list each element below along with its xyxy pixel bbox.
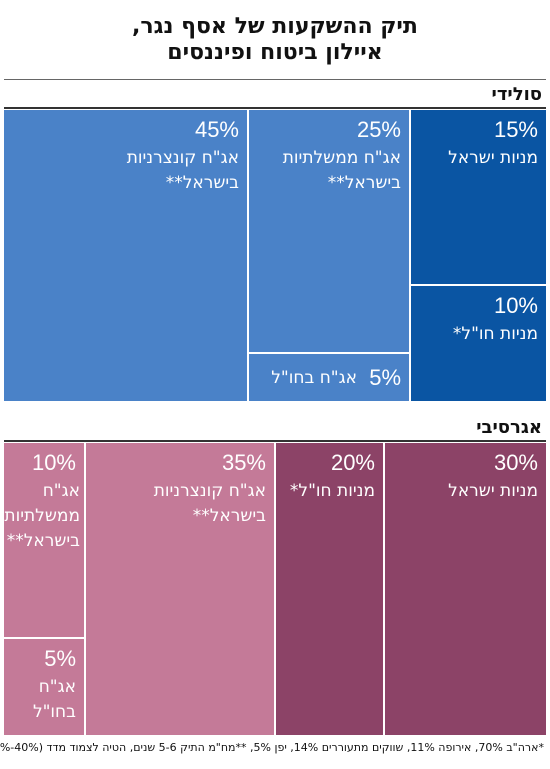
block-label: מניות ישראל bbox=[448, 148, 538, 168]
block-label: אג"ח בחו"ל bbox=[271, 368, 357, 388]
treemap-block: 5% אג"ח בחו"ל bbox=[4, 639, 84, 735]
treemap-block: 35% אג"ח קונצרניות בישראל** bbox=[86, 443, 274, 735]
block-percent: 10% bbox=[493, 293, 538, 318]
treemap-block: 45% אג"ח קונצרניות בישראל** bbox=[4, 110, 247, 401]
treemap-block: 25% אג"ח ממשלתיות בישראל** bbox=[249, 110, 409, 352]
block-percent: 5% bbox=[369, 365, 401, 390]
block-label: אג"ח קונצרניות בישראל** bbox=[126, 148, 239, 193]
block-percent: 10% bbox=[31, 450, 76, 475]
block-percent: 30% bbox=[493, 450, 538, 475]
treemap-block: 10% מניות חו"ל* bbox=[411, 286, 546, 401]
block-percent: 25% bbox=[356, 117, 401, 142]
aggressive-section-rule bbox=[4, 440, 546, 442]
solid-section-rule bbox=[4, 107, 546, 109]
block-label: אג"ח קונצרניות בישראל** bbox=[153, 481, 266, 526]
title-line-2: איילון ביטוח ופיננסים bbox=[167, 40, 383, 65]
chart-title: תיק ההשקעות של אסף נגר, איילון ביטוח ופי… bbox=[0, 14, 550, 66]
block-label: אג"ח ממשלתיות בישראל** bbox=[4, 481, 80, 551]
block-percent: 45% bbox=[194, 117, 239, 142]
title-line-1: תיק ההשקעות של אסף נגר, bbox=[132, 14, 418, 39]
treemap-block: 10% אג"ח ממשלתיות בישראל** bbox=[4, 443, 84, 637]
solid-section-label: סולידי bbox=[491, 84, 542, 105]
aggressive-section-label: אגרסיבי bbox=[476, 417, 542, 438]
block-label: מניות ישראל bbox=[448, 481, 538, 501]
treemap-block: 30% מניות ישראל bbox=[385, 443, 546, 735]
top-rule bbox=[4, 79, 546, 80]
treemap-block: 20% מניות חו"ל* bbox=[276, 443, 383, 735]
block-percent: 20% bbox=[330, 450, 375, 475]
block-label: מניות חו"ל* bbox=[289, 481, 375, 501]
block-percent: 35% bbox=[221, 450, 266, 475]
treemap-block: 5% אג"ח בחו"ל bbox=[249, 354, 409, 401]
footnote: *ארה"ב 70%, אירופה 11%, שווקים מתעוררים … bbox=[0, 741, 544, 754]
block-label: אג"ח ממשלתיות בישראל** bbox=[282, 148, 401, 193]
block-percent: 15% bbox=[493, 117, 538, 142]
block-percent: 5% bbox=[44, 646, 76, 671]
block-label: מניות חו"ל* bbox=[452, 324, 538, 344]
block-label: אג"ח בחו"ל bbox=[32, 677, 76, 722]
treemap-block: 15% מניות ישראל bbox=[411, 110, 546, 284]
